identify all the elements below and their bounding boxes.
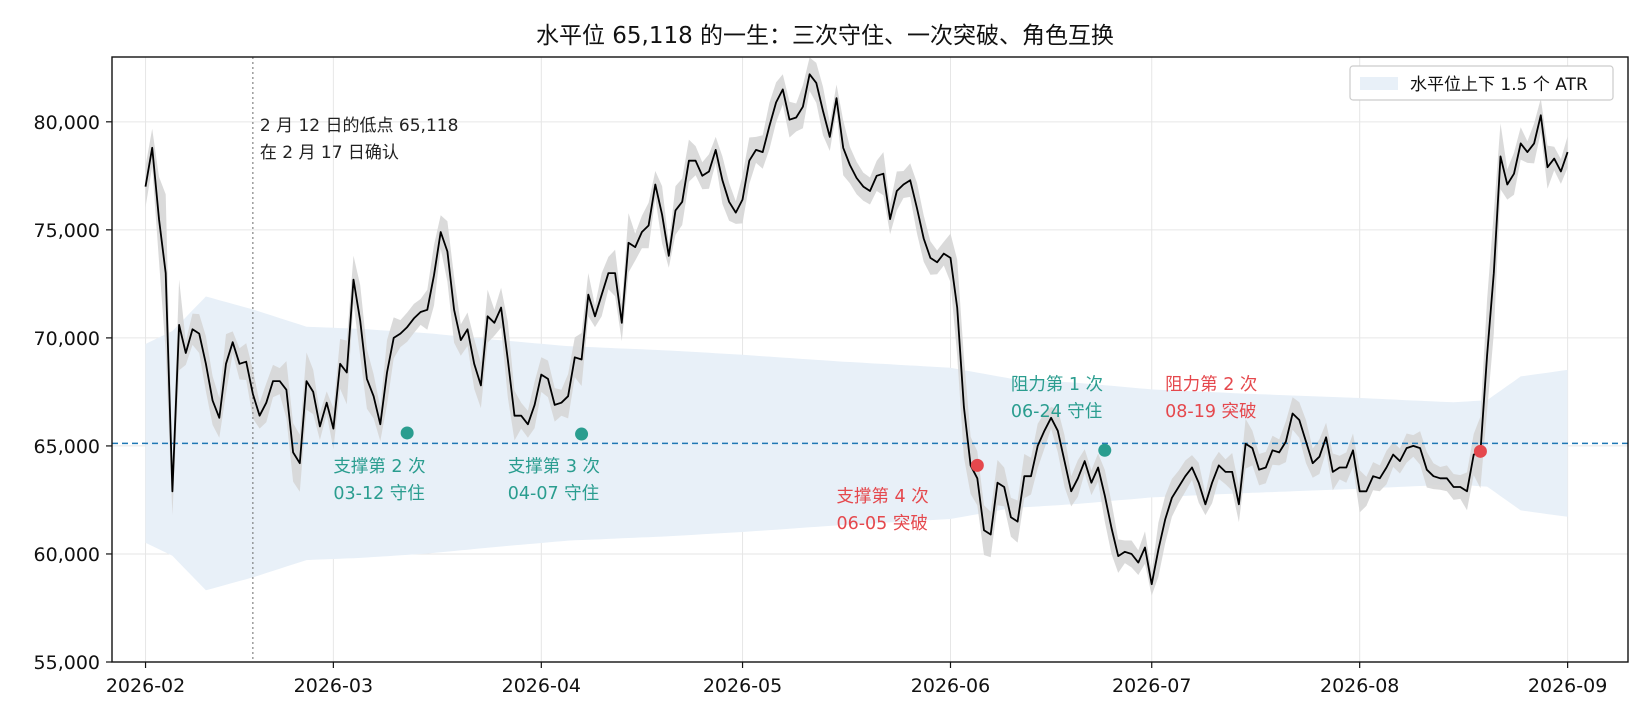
y-tick-label: 55,000 [34, 652, 100, 674]
chart-title: 水平位 65,118 的一生：三次守住、一次突破、角色互换 [536, 23, 1114, 49]
touch-annotation: 04-07 守住 [508, 484, 599, 504]
touch-annotation: 03-12 守住 [333, 484, 424, 504]
legend-label: 水平位上下 1.5 个 ATR [1410, 75, 1588, 95]
y-tick-label: 80,000 [34, 112, 100, 134]
touch-annotation: 阻力第 2 次 [1165, 375, 1257, 395]
touch-marker [970, 458, 984, 472]
legend-frame [1349, 65, 1614, 101]
touch-annotation: 08-19 突破 [1165, 402, 1256, 422]
confirm-note-line: 2 月 12 日的低点 65,118 [260, 116, 459, 136]
touch-marker [575, 427, 589, 441]
touch-annotation: 阻力第 1 次 [1011, 375, 1103, 395]
touch-annotation: 06-24 守住 [1011, 402, 1102, 422]
x-tick-label: 2026-03 [294, 675, 373, 697]
x-tick-label: 2026-09 [1528, 675, 1607, 697]
y-tick-label: 65,000 [34, 436, 100, 458]
y-tick-label: 70,000 [34, 328, 100, 350]
legend: 水平位上下 1.5 个 ATR [1349, 65, 1614, 101]
price-range [145, 57, 1568, 596]
x-tick-label: 2026-04 [502, 675, 581, 697]
price-line [144, 73, 1569, 586]
x-tick-label: 2026-02 [106, 675, 185, 697]
plot-content [112, 57, 1628, 662]
touch-annotation: 支撑第 2 次 [333, 457, 425, 477]
touch-annotation: 支撑第 3 次 [508, 457, 600, 477]
touch-marker [1473, 444, 1487, 458]
touch-annotation: 支撑第 4 次 [836, 487, 928, 507]
touch-marker [400, 426, 414, 440]
touch-marker [1098, 443, 1112, 457]
y-tick-label: 60,000 [34, 544, 100, 566]
x-tick-label: 2026-06 [911, 675, 990, 697]
x-tick-label: 2026-05 [703, 675, 782, 697]
axes-frame [111, 56, 1629, 663]
x-tick-label: 2026-07 [1112, 675, 1191, 697]
y-tick-label: 75,000 [34, 220, 100, 242]
confirm-note-line: 在 2 月 17 日确认 [260, 143, 399, 163]
x-tick-label: 2026-08 [1320, 675, 1399, 697]
legend-swatch [1360, 77, 1398, 90]
touch-annotation: 06-05 突破 [836, 514, 927, 534]
